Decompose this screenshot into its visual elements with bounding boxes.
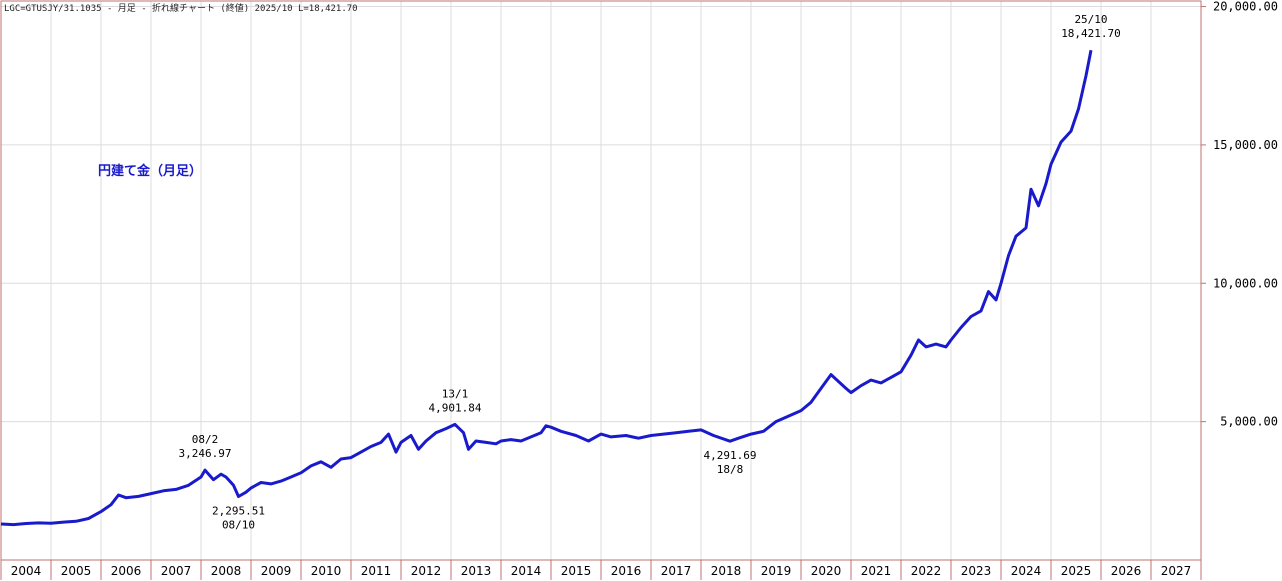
y-tick-labels: 5,000.00 10,000.00 15,000.00 20,000.00	[1201, 0, 1278, 429]
x-tick-labels: 2004 2005 2006 2007 2008 2009 2010 2011 2012 2013…	[0, 560, 1192, 580]
x-tick-label: 2026	[1111, 564, 1142, 578]
y-tick-label: 5,000.00	[1220, 415, 1278, 429]
x-tick-label: 2009	[261, 564, 292, 578]
grid-layer	[0, 1, 1201, 560]
x-tick-label: 2018	[711, 564, 742, 578]
annotation-value: 08/10	[222, 518, 255, 531]
series-line	[0, 49, 1093, 527]
x-tick-label: 2021	[861, 564, 892, 578]
x-tick-label: 2014	[511, 564, 542, 578]
x-tick-label: 2025	[1061, 564, 1092, 578]
x-tick-label: 2008	[211, 564, 242, 578]
annotation-label: 4,291.69	[704, 449, 757, 462]
x-tick-label: 2005	[61, 564, 92, 578]
x-tick-label: 2010	[311, 564, 342, 578]
x-tick-label: 2027	[1161, 564, 1192, 578]
y-tick-label: 20,000.00	[1213, 0, 1278, 14]
annotation-value: 18,421.70	[1061, 27, 1121, 40]
annotation-value: 3,246.97	[179, 447, 232, 460]
annotation-label: 13/1	[442, 387, 469, 400]
x-tick-label: 2006	[111, 564, 142, 578]
x-tick-label: 2019	[761, 564, 792, 578]
chart-header: LGC=GTUSJY/31.1035 - 月足 - 折れ線チャート (終値) 2…	[4, 2, 358, 14]
x-tick-label: 2022	[911, 564, 942, 578]
x-tick-label: 2012	[411, 564, 442, 578]
x-tick-label: 2013	[461, 564, 492, 578]
x-tick-label: 2004	[11, 564, 42, 578]
annotation-label: 2,295.51	[212, 504, 265, 517]
x-tick-label: 2020	[811, 564, 842, 578]
series-layer	[0, 49, 1093, 527]
x-tick-label: 2015	[561, 564, 592, 578]
annotation-label: 08/2	[192, 433, 219, 446]
x-tick-label: 2024	[1011, 564, 1042, 578]
annotation-value: 18/8	[717, 463, 744, 476]
x-tick-label: 2011	[361, 564, 392, 578]
y-tick-label: 10,000.00	[1213, 276, 1278, 290]
annotation-label: 25/10	[1074, 13, 1107, 26]
x-tick-label: 2007	[161, 564, 192, 578]
series-title: 円建て金（月足）	[98, 163, 202, 179]
x-tick-label: 2023	[961, 564, 992, 578]
y-tick-label: 15,000.00	[1213, 138, 1278, 152]
x-tick-label: 2017	[661, 564, 692, 578]
annotation-value: 4,901.84	[429, 401, 482, 414]
x-tick-label: 2016	[611, 564, 642, 578]
